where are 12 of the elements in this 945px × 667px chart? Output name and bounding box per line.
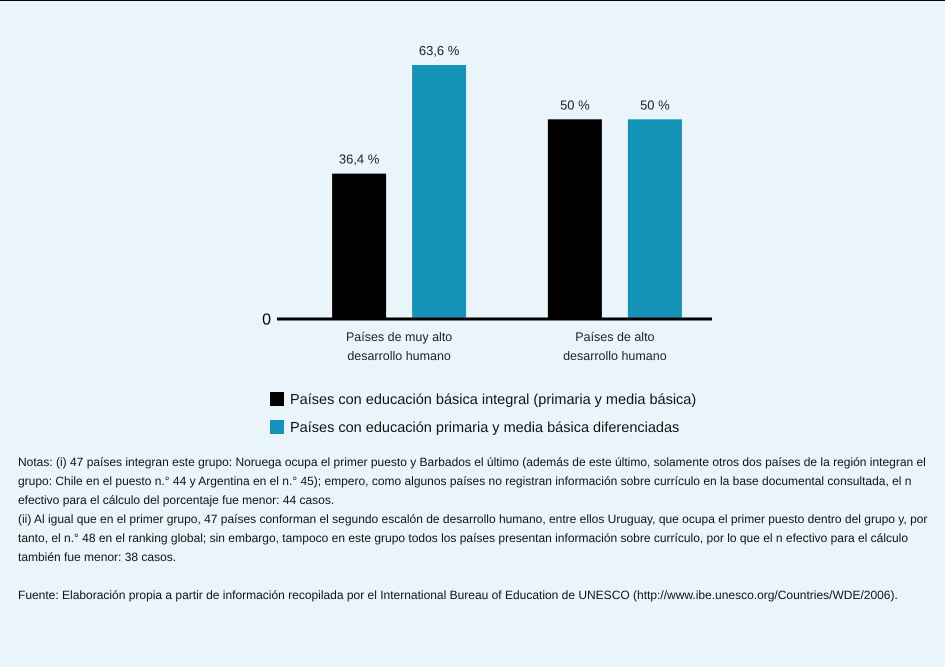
text: Notas: (i) 47 países integran este grupo: Noruega ocupa el primer puesto y Barbados el último (además de este último, solamente otros dos países de la región integran el grupo: Chile en el puesto n.° 44 y Argentina en el n.° 45); empero, como algunos países no registran información sobre currículo en la base documental consultada, el n efectivo para el cálculo del porcentaje fue menor: 44 casos. xyxy=(18,454,927,509)
x-tick-label: Países de alto desarrollo humano xyxy=(563,330,667,363)
x-tick-label: Países de muy alto desarrollo humano xyxy=(346,330,452,363)
legend-label: Países con educación básica integral (primaria y media básica) xyxy=(290,392,696,408)
legend-label: Países con educación primaria y media básica diferenciadas xyxy=(290,420,680,436)
source-note: Fuente: Elaboración propia a partir de información recopilada por el International Bureau of Education de UNESCO (http://www.ibe.unesco.org/Countries/WDE/2006). xyxy=(18,587,899,604)
data-label: 50 % xyxy=(560,97,590,112)
text: 0 xyxy=(262,312,272,329)
data-label: 63,6 % xyxy=(418,43,460,58)
data-label: 50 % xyxy=(640,97,670,112)
text: (ii) Al igual que en el primer grupo, 47 países conforman el segundo escalón de desarrollo humano, entre ellos Uruguay, que ocupa el primer puesto dentro del grupo y, por tanto, el n.° 48 en el ranking global; sin embargo, tampoco en este grupo todos los países presentan información sobre currículo, por lo que el n efectivo para el cálculo también fue menor: 38 casos. xyxy=(18,511,928,566)
data-label: 36,4 % xyxy=(338,152,380,167)
